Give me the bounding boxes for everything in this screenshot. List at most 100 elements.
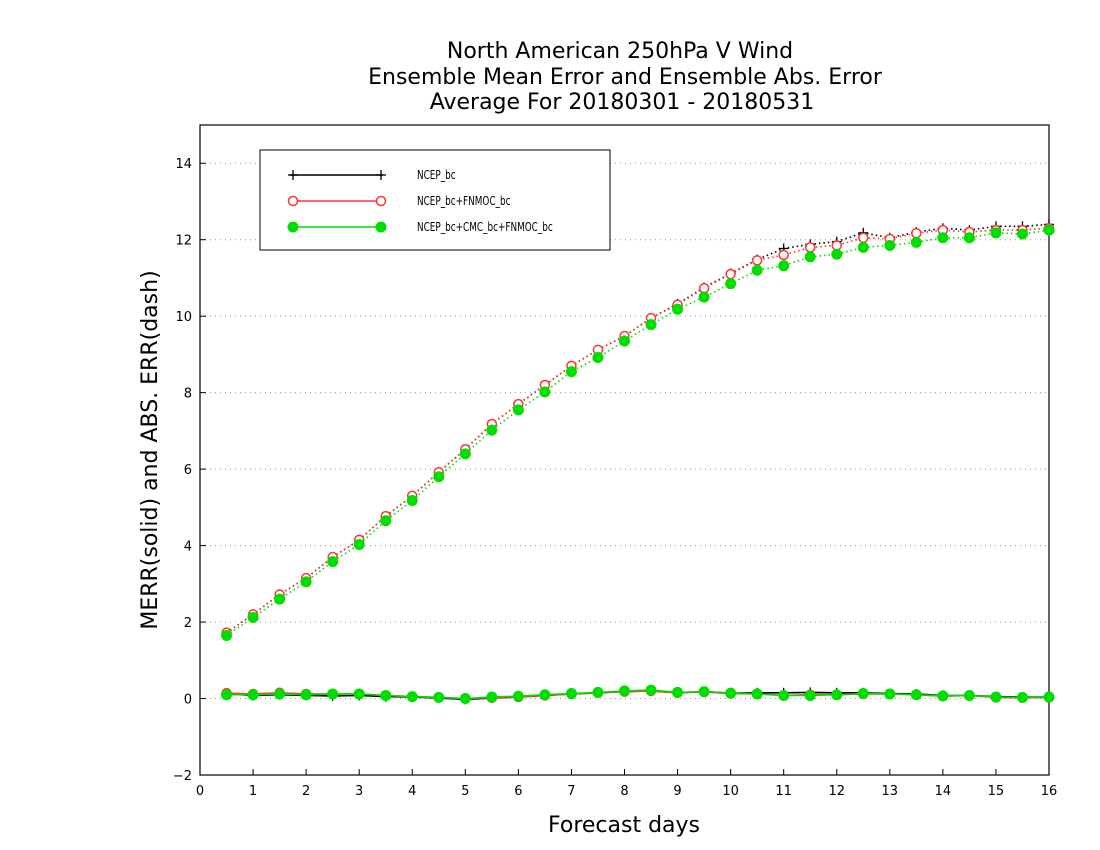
y-tick-label-6: 6: [184, 463, 192, 478]
series-2-abs-err-point-17: [672, 303, 684, 315]
series-2-merr-point-5: [353, 688, 365, 700]
y-tick-label-4: 4: [184, 540, 192, 555]
x-axis-label: Forecast days: [548, 813, 700, 838]
series-2-abs-err-point-24: [857, 241, 869, 253]
series-2-abs-err-point-31: [1043, 224, 1055, 236]
series-2-merr-point-23: [831, 689, 843, 701]
series-2-merr-point-16: [645, 684, 657, 696]
x-tick-label-6: 6: [514, 784, 522, 799]
series-1-abs-err-point-19: [725, 268, 736, 280]
legend-label-0: NCEP_bc: [417, 168, 456, 182]
series-2-merr-point-3: [300, 689, 312, 701]
y-tick-label-10: 10: [175, 310, 192, 325]
legend-marker-right-0: [376, 170, 386, 180]
y-tick-label-2: 2: [184, 616, 192, 631]
series-0: [221, 219, 1054, 705]
legend-marker-left-1: [287, 195, 299, 207]
series-2-abs-err-point-20: [751, 264, 763, 276]
series-2-merr-point-11: [512, 690, 524, 702]
series-2-merr-point-8: [433, 691, 445, 703]
series-2-merr-point-24: [857, 688, 869, 700]
y-tick-label--2: −2: [173, 769, 192, 784]
series-2-abs-err-point-29: [990, 227, 1002, 239]
series-2-abs-err-point-16: [645, 319, 657, 331]
legend-label-1: NCEP_bc+FNMOC_bc: [417, 194, 510, 208]
series-2-merr-point-6: [380, 689, 392, 701]
x-tick-label-8: 8: [620, 784, 628, 799]
series-2-merr-point-9: [459, 693, 471, 705]
y-tick-label-0: 0: [184, 693, 192, 708]
series-1-abs-err-point-20: [751, 255, 763, 266]
series-2-abs-err-point-7: [406, 494, 418, 506]
legend-marker-right-1: [375, 195, 387, 207]
series-2-merr-point-21: [778, 689, 790, 701]
x-tick-label-4: 4: [408, 784, 416, 799]
series-1-abs-err-point-24: [858, 232, 869, 244]
series-2-abs-err-point-2: [274, 593, 286, 605]
chart-title-line-2: Ensemble Mean Error and Ensemble Abs. Er…: [368, 65, 883, 90]
legend: NCEP_bc NCEP_bc+FNMOC_bc NCEP_bc+CMC_bc+FN…: [259, 149, 611, 251]
chart-title-line-1: North American 250hPa V Wind: [447, 39, 793, 64]
series-2-merr-point-22: [804, 689, 816, 701]
series-2-abs-err-point-11: [512, 404, 524, 416]
series-2-merr-point-4: [327, 688, 339, 700]
series-2-abs-err-point-15: [619, 335, 630, 347]
series-2-merr-point-13: [565, 688, 577, 700]
series-2-abs-err-point-23: [831, 248, 843, 260]
x-tick-label-7: 7: [567, 784, 575, 799]
series-2-merr-point-12: [539, 689, 551, 701]
series-1-abs-err-point-22: [804, 242, 816, 253]
x-tick-label-5: 5: [461, 784, 469, 799]
series-2-abs-err-point-19: [725, 278, 737, 290]
series-2-abs-err-point-6: [380, 515, 392, 527]
y-axis-label: MERR(solid) and ABS. ERR(dash): [138, 270, 163, 629]
series-2-merr-point-29: [990, 691, 1002, 703]
series-2-abs-err-point-25: [884, 239, 896, 251]
series-1-abs-err-point-23: [831, 240, 842, 251]
x-tick-label-15: 15: [988, 784, 1005, 799]
x-tick-label-13: 13: [882, 784, 899, 799]
x-tick-label-1: 1: [249, 784, 257, 799]
series-1-abs-err-point-18: [698, 283, 710, 294]
series-2-merr-point-30: [1016, 691, 1028, 703]
series-2-merr-point-1: [247, 689, 259, 701]
legend-marker-left-0: [288, 170, 298, 180]
legend-box: [259, 149, 611, 251]
x-tick-label-9: 9: [673, 784, 681, 799]
series-2-abs-err-point-12: [539, 386, 551, 398]
series-2-abs-err-point-10: [486, 424, 498, 436]
series-2-merr-point-19: [725, 687, 737, 699]
series-2-merr-point-31: [1043, 691, 1055, 703]
x-tick-label-2: 2: [302, 784, 310, 799]
series-2-abs-err-point-14: [592, 351, 604, 363]
series-2-merr-point-15: [619, 685, 630, 697]
y-tick-label-14: 14: [175, 157, 192, 172]
chart-title-line-3: Average For 20180301 - 20180531: [430, 90, 815, 115]
series-1-abs-err-line: [226, 227, 1050, 634]
series-2-abs-err-point-1: [247, 611, 259, 623]
x-tick-label-14: 14: [935, 784, 952, 799]
series-2-abs-err-point-0: [221, 629, 233, 641]
series-2-abs-err-point-3: [300, 576, 312, 588]
y-tick-label-12: 12: [175, 234, 192, 249]
x-tick-label-3: 3: [355, 784, 363, 799]
series-2-merr-point-10: [486, 691, 498, 703]
x-tick-label-11: 11: [775, 784, 792, 799]
series-2-merr-point-27: [937, 690, 949, 702]
series-2-abs-err-point-30: [1016, 228, 1028, 240]
series-2-merr-point-17: [672, 686, 684, 698]
legend-label-2: NCEP_bc+CMC_bc+FNMOC_bc: [417, 220, 553, 234]
series-2-abs-err-point-18: [698, 291, 710, 303]
legend-marker-left-2: [287, 221, 299, 233]
legend-marker-right-2: [375, 221, 387, 233]
x-tick-label-16: 16: [1041, 784, 1058, 799]
series-2-merr-point-20: [751, 688, 763, 700]
series-2-merr-point-7: [406, 691, 418, 703]
series-2-abs-err-line: [226, 229, 1050, 637]
series-1: [221, 222, 1055, 704]
series-2-merr-point-25: [884, 688, 896, 700]
x-tick-label-12: 12: [828, 784, 845, 799]
series-2-abs-err-point-4: [327, 556, 339, 568]
